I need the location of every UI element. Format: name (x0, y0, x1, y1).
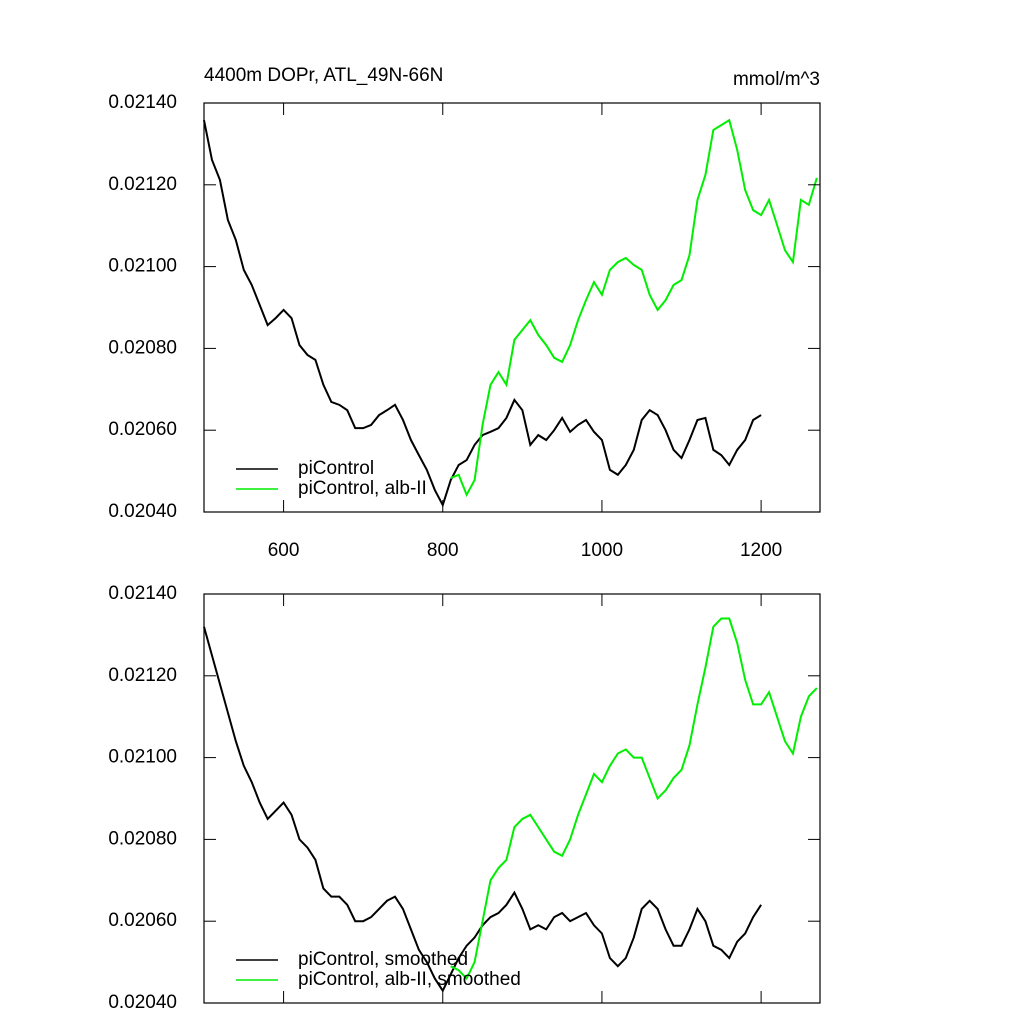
y-tick-label: 0.02040 (108, 501, 177, 522)
legend-label: piControl, smoothed (298, 949, 468, 970)
x-tick-label: 1200 (740, 540, 782, 561)
legend-label: piControl (298, 458, 374, 479)
y-tick-label: 0.02080 (108, 337, 177, 358)
y-tick-label: 0.02100 (108, 256, 177, 277)
plot-frame (203, 102, 821, 513)
series-line (203, 626, 762, 993)
y-tick-label: 0.02120 (108, 174, 177, 195)
series-line (450, 617, 818, 981)
x-tick-label: 1000 (581, 540, 623, 561)
y-tick-label: 0.02140 (108, 583, 177, 604)
y-tick-label: 0.02060 (108, 419, 177, 440)
units-label: mmol/m^3 (733, 69, 820, 90)
y-tick-label: 0.02100 (108, 747, 177, 768)
x-tick-label: 800 (427, 540, 459, 561)
x-tick-label: 600 (268, 540, 300, 561)
legend-label: piControl, alb-II (298, 478, 427, 499)
y-tick-label: 0.02140 (108, 92, 177, 113)
plot-frame (203, 593, 821, 1004)
series-line (450, 118, 818, 498)
y-tick-label: 0.02060 (108, 910, 177, 931)
y-tick-label: 0.02040 (108, 992, 177, 1013)
legend-label: piControl, alb-II, smoothed (298, 969, 521, 990)
chart-title: 4400m DOPr, ATL_49N-66N (204, 65, 443, 86)
series-line (203, 119, 762, 508)
y-tick-label: 0.02080 (108, 828, 177, 849)
y-tick-label: 0.02120 (108, 665, 177, 686)
